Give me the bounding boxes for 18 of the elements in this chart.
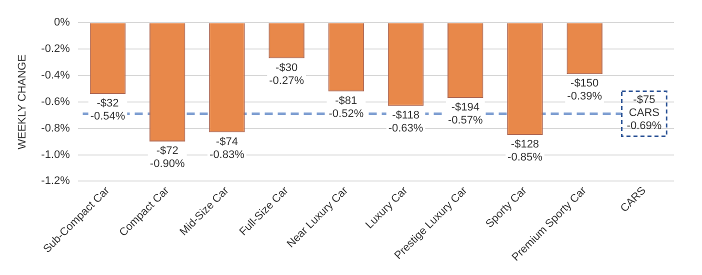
y-tick-label: -0.2% bbox=[41, 43, 70, 56]
data-label: -$128 -0.85% bbox=[508, 138, 543, 164]
data-label: -$194 -0.57% bbox=[448, 101, 484, 126]
data-label: -$30 -0.27% bbox=[269, 62, 304, 87]
y-tick-label: -0.8% bbox=[41, 122, 70, 134]
data-label: -$32 -0.54% bbox=[90, 98, 126, 123]
y-tick-label: -0.4% bbox=[41, 70, 70, 82]
y-tick-label: 0% bbox=[54, 16, 70, 29]
y-tick-label: -0.6% bbox=[41, 96, 70, 108]
data-label: -$72 -0.90% bbox=[150, 145, 185, 170]
data-label: -$74 -0.83% bbox=[210, 136, 245, 161]
y-tick-label: -1.2% bbox=[41, 175, 70, 188]
data-label: -$150 -0.39% bbox=[567, 78, 602, 103]
data-label: -$81 -0.52% bbox=[328, 94, 364, 120]
ref-line-label: -$75 CARS -0.69% bbox=[626, 94, 662, 132]
y-tick-label: -1.0% bbox=[41, 148, 70, 161]
y-axis-title: WEEKLY CHANGE bbox=[16, 54, 29, 150]
data-label: -$118 -0.63% bbox=[388, 109, 424, 134]
